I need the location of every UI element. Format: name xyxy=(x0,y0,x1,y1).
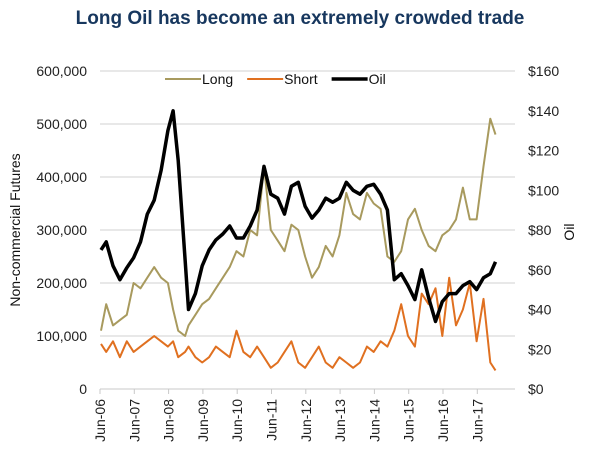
x-tick-label: Jun-14 xyxy=(366,399,382,442)
x-tick-label: Jun-11 xyxy=(264,399,280,441)
x-tick-label: Jun-09 xyxy=(195,399,211,442)
y2-tick-label: $140 xyxy=(528,103,559,119)
x-tick-label: Jun-07 xyxy=(126,399,142,442)
x-tick-label: Jun-16 xyxy=(435,399,451,442)
series-group xyxy=(99,109,498,371)
x-tick-label: Jun-15 xyxy=(401,399,417,442)
x-axis: Jun-06 Jun-07 Jun-08 Jun-09 Jun-10 Jun-11 Jun-… xyxy=(92,388,515,442)
x-tick-label: Jun-06 xyxy=(92,399,108,442)
y-tick-label: 0 xyxy=(79,381,87,397)
y2-tick-label: $160 xyxy=(528,63,559,79)
y2-tick-label: $60 xyxy=(528,262,552,278)
y2-tick-label: $20 xyxy=(528,341,552,357)
chart-title: Long Oil has become an extremely crowded… xyxy=(75,8,525,29)
series-line-long xyxy=(100,117,497,337)
x-tick-label: Jun-17 xyxy=(469,399,485,442)
y2-axis-label: Oil xyxy=(561,223,577,240)
legend: Long Short Oil xyxy=(165,71,386,87)
y-axis-right: $0 $20 $40 $60 $80 $100 $120 $140 $160 xyxy=(528,63,559,397)
y-axis-left: 0 100,000 200,000 300,000 400,000 500,000 600,… xyxy=(36,63,87,397)
x-tick-label: Jun-10 xyxy=(229,399,245,442)
y2-tick-label: $0 xyxy=(528,381,544,397)
series-line-short xyxy=(100,276,497,371)
y2-tick-label: $80 xyxy=(528,222,552,238)
y-tick-label: 200,000 xyxy=(36,275,87,291)
y-axis-label: Non-commercial Futures xyxy=(7,153,23,306)
series-line-oil xyxy=(99,109,498,324)
y2-tick-label: $40 xyxy=(528,302,552,318)
y-tick-label: 100,000 xyxy=(36,328,87,344)
y-tick-label: 500,000 xyxy=(36,116,87,132)
legend-label-oil: Oil xyxy=(369,71,386,87)
y-tick-label: 300,000 xyxy=(36,222,87,238)
x-tick-label: Jun-13 xyxy=(332,399,348,442)
legend-label-short: Short xyxy=(284,71,318,87)
legend-label-long: Long xyxy=(202,71,233,87)
y2-tick-label: $120 xyxy=(528,143,559,159)
x-tick-label: Jun-12 xyxy=(298,399,314,442)
gridlines xyxy=(100,70,515,337)
x-tick-label: Jun-08 xyxy=(161,399,177,442)
y2-tick-label: $100 xyxy=(528,182,559,198)
y-tick-label: 400,000 xyxy=(36,169,87,185)
y-tick-label: 600,000 xyxy=(36,63,87,79)
